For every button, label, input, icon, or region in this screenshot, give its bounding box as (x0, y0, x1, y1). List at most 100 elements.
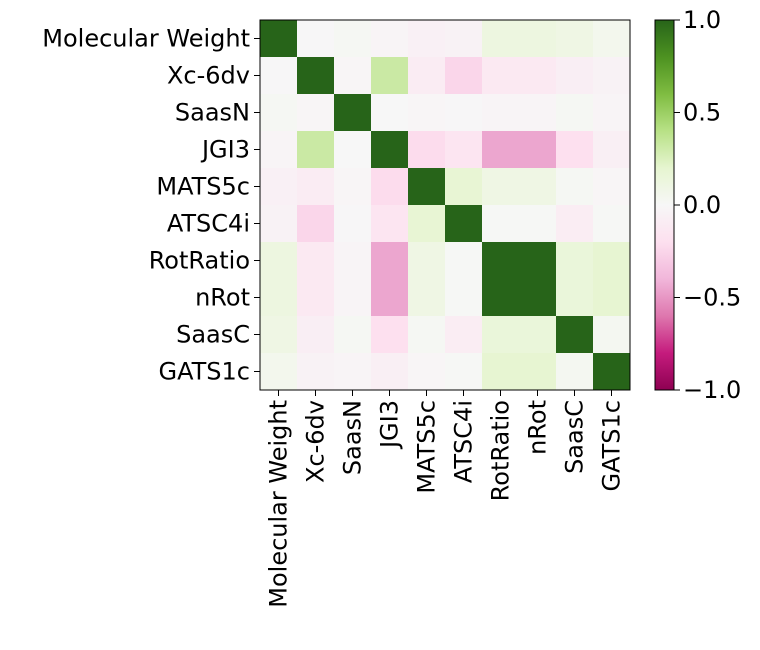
heatmap-cell (482, 57, 520, 95)
heatmap-cell (297, 131, 335, 169)
heatmap-cell (334, 20, 372, 58)
heatmap-cell (519, 205, 557, 243)
heatmap-cell (297, 353, 335, 391)
colorbar (654, 19, 675, 391)
heatmap-cell (334, 353, 372, 391)
heatmap-cell (593, 353, 631, 391)
heatmap-cell (371, 131, 409, 169)
heatmap-cell (482, 279, 520, 317)
heatmap-cell (519, 353, 557, 391)
heatmap-cell (482, 205, 520, 243)
heatmap-cell (445, 353, 483, 391)
heatmap-cell (371, 205, 409, 243)
heatmap-cell (556, 279, 594, 317)
heatmap-cell (334, 279, 372, 317)
heatmap-cell (519, 57, 557, 95)
heatmap-frame (259, 19, 631, 391)
heatmap-cell (408, 316, 446, 354)
heatmap-cell (482, 168, 520, 206)
heatmap-cell (297, 205, 335, 243)
col-label: MATS5c (413, 400, 441, 494)
heatmap-cells (260, 20, 631, 391)
heatmap-cell (371, 242, 409, 280)
heatmap-cell (482, 20, 520, 58)
heatmap-cell (593, 94, 631, 132)
row-label: nRot (195, 284, 250, 312)
row-label: SaasC (176, 321, 250, 349)
heatmap-cell (371, 279, 409, 317)
heatmap-cell (445, 131, 483, 169)
heatmap-cell (556, 242, 594, 280)
heatmap-cell (519, 94, 557, 132)
heatmap-cell (445, 57, 483, 95)
heatmap-cell (519, 20, 557, 58)
heatmap-cell (519, 316, 557, 354)
heatmap-cell (556, 131, 594, 169)
heatmap-cell (593, 279, 631, 317)
heatmap-cell (260, 57, 298, 95)
heatmap-cell (445, 168, 483, 206)
heatmap-cell (556, 57, 594, 95)
row-label: Molecular Weight (42, 25, 250, 53)
heatmap-cell (297, 57, 335, 95)
row-label: MATS5c (156, 173, 250, 201)
col-label: Molecular Weight (265, 400, 293, 608)
heatmap-cell (482, 316, 520, 354)
heatmap-cell (445, 20, 483, 58)
heatmap-cell (408, 242, 446, 280)
col-label: Xc-6dv (302, 400, 330, 483)
heatmap-cell (408, 131, 446, 169)
heatmap-cell (482, 131, 520, 169)
heatmap-cell (334, 168, 372, 206)
heatmap-cell (260, 94, 298, 132)
col-label: SaasC (561, 400, 589, 474)
heatmap-cell (260, 279, 298, 317)
colorbar-tick-label: 1.0 (683, 6, 721, 34)
colorbar-tick-label: −0.5 (683, 284, 741, 312)
heatmap-cell (371, 353, 409, 391)
heatmap-cell (297, 242, 335, 280)
col-label: RotRatio (487, 400, 515, 501)
heatmap-cell (593, 168, 631, 206)
heatmap-cell (445, 242, 483, 280)
heatmap-cell (593, 131, 631, 169)
heatmap-cell (445, 94, 483, 132)
heatmap-cell (482, 94, 520, 132)
heatmap-cell (371, 94, 409, 132)
heatmap-cell (334, 94, 372, 132)
col-label: GATS1c (598, 400, 626, 492)
row-labels: Molecular Weight Xc-6dv SaasN JGI3 MATS5c ATS… (42, 25, 260, 386)
col-label: JGI3 (376, 400, 404, 450)
heatmap-cell (297, 168, 335, 206)
heatmap-cell (593, 316, 631, 354)
heatmap-cell (297, 20, 335, 58)
heatmap-cell (445, 279, 483, 317)
heatmap-cell (334, 316, 372, 354)
heatmap-cell (260, 205, 298, 243)
heatmap-cell (371, 20, 409, 58)
heatmap-cell (371, 57, 409, 95)
colorbar-tick-label: −1.0 (683, 376, 741, 404)
heatmap-cell (519, 131, 557, 169)
heatmap-cell (519, 168, 557, 206)
heatmap-cell (408, 168, 446, 206)
heatmap-cell (482, 242, 520, 280)
heatmap-cell (593, 57, 631, 95)
row-label: RotRatio (149, 247, 250, 275)
colorbar-ticks: 1.0 0.5 0.0 −0.5 −1.0 (674, 6, 741, 404)
heatmap-cell (297, 279, 335, 317)
heatmap-cell (593, 20, 631, 58)
row-label: SaasN (175, 99, 250, 127)
heatmap-cell (260, 20, 298, 58)
col-label: SaasN (339, 400, 367, 475)
heatmap-cell (297, 316, 335, 354)
heatmap-cell (408, 205, 446, 243)
heatmap-cell (260, 316, 298, 354)
heatmap-cell (260, 168, 298, 206)
col-labels: Molecular Weight Xc-6dv SaasN JGI3 MATS5c ATS… (265, 390, 626, 608)
row-label: Xc-6dv (167, 62, 250, 90)
heatmap-cell (260, 353, 298, 391)
heatmap-cell (593, 205, 631, 243)
heatmap-cell (408, 353, 446, 391)
heatmap-cell (556, 316, 594, 354)
